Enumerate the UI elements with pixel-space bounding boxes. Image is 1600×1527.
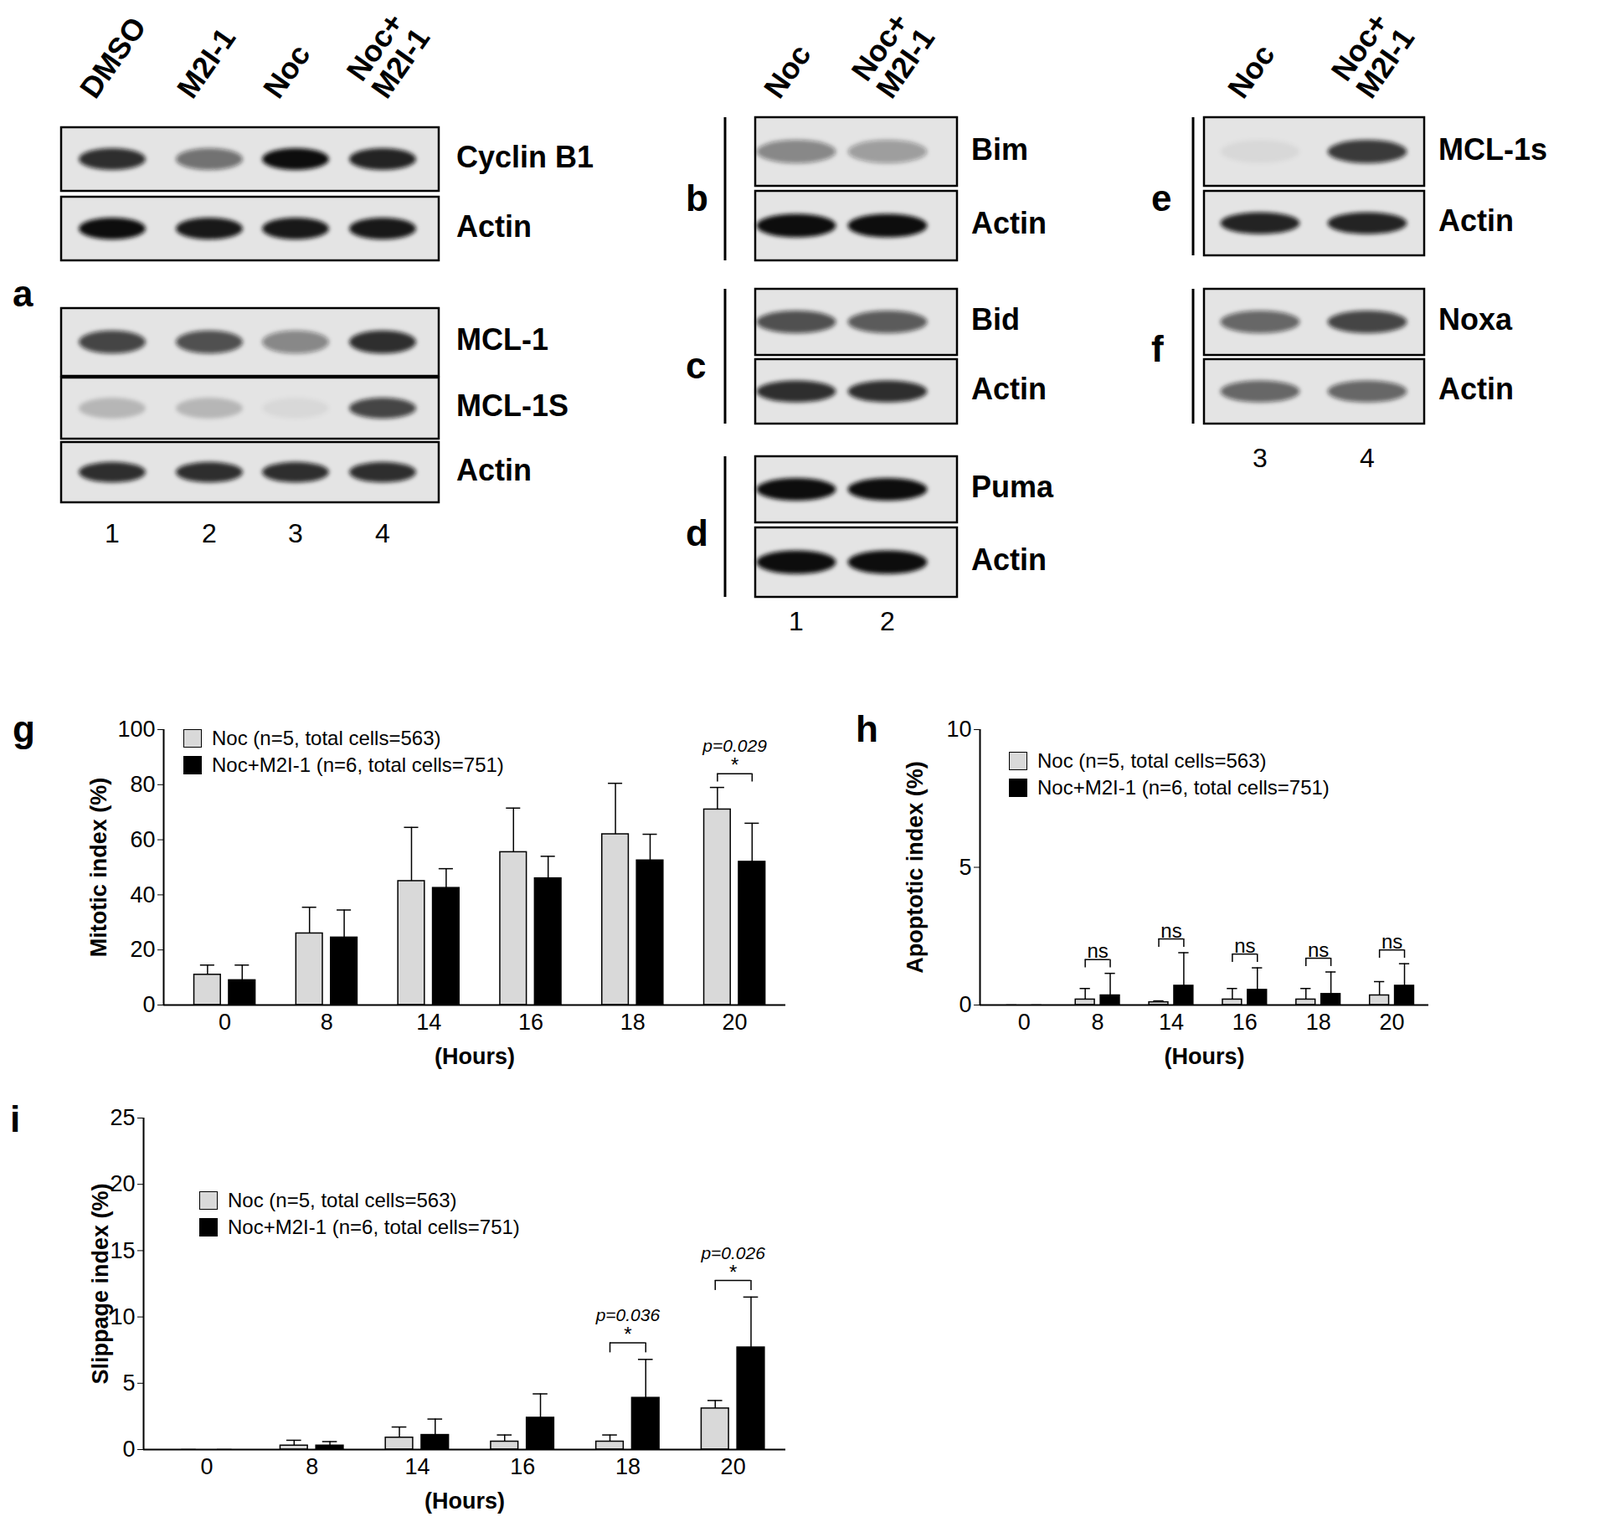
svg-text:Noxa: Noxa	[1438, 302, 1513, 337]
svg-text:0: 0	[142, 992, 155, 1018]
svg-text:*: *	[730, 753, 739, 777]
svg-text:Apoptotic index (%): Apoptotic index (%)	[902, 761, 928, 973]
svg-text:Actin: Actin	[1438, 371, 1514, 407]
svg-text:e: e	[1151, 177, 1172, 219]
svg-text:16: 16	[509, 1454, 536, 1480]
svg-text:a: a	[12, 272, 34, 314]
svg-text:Slippage index (%): Slippage index (%)	[87, 1183, 114, 1384]
svg-text:Noc: Noc	[756, 37, 819, 104]
html-text:h: h	[855, 708, 879, 750]
svg-text:MCL-1s: MCL-1s	[1438, 132, 1548, 167]
svg-text:10: 10	[109, 1304, 135, 1330]
svg-text:4: 4	[1359, 442, 1375, 474]
svg-text:Noc+M2I-1: Noc+M2I-1	[339, 4, 437, 105]
svg-text:b: b	[685, 177, 709, 219]
svg-text:18: 18	[1306, 1009, 1332, 1035]
svg-text:20: 20	[722, 1009, 748, 1035]
svg-text:*: *	[729, 1260, 737, 1284]
svg-text:Actin: Actin	[971, 205, 1047, 241]
svg-text:14: 14	[404, 1454, 430, 1480]
svg-text:p=0.036: p=0.036	[595, 1305, 661, 1325]
svg-text:0: 0	[1018, 1009, 1031, 1035]
svg-text:Actin: Actin	[971, 542, 1047, 577]
svg-text:20: 20	[720, 1454, 746, 1480]
svg-text:Bid: Bid	[971, 302, 1020, 337]
html-text:Noc+M2I-1 (n=6, total cells=75: Noc+M2I-1 (n=6, total cells=751)	[211, 753, 504, 777]
svg-text:DMSO: DMSO	[72, 10, 154, 105]
svg-text:f: f	[1151, 328, 1164, 370]
svg-text:p=0.029: p=0.029	[701, 735, 767, 756]
svg-text:Noc+M2I-1: Noc+M2I-1	[843, 4, 942, 105]
svg-text:10: 10	[946, 716, 972, 742]
svg-text:20: 20	[129, 936, 155, 963]
svg-text:16: 16	[518, 1009, 544, 1035]
svg-text:20: 20	[1379, 1009, 1405, 1035]
svg-text:60: 60	[129, 827, 155, 853]
svg-text:8: 8	[320, 1009, 334, 1035]
html-text:Noc+M2I-1 (n=6, total cells=75: Noc+M2I-1 (n=6, total cells=751)	[227, 1215, 520, 1239]
svg-text:3: 3	[1252, 442, 1268, 474]
svg-text:ns: ns	[1307, 938, 1329, 962]
svg-text:3: 3	[288, 518, 304, 549]
svg-text:25: 25	[109, 1105, 135, 1131]
html-text:Noc (n=5, total cells=563): Noc (n=5, total cells=563)	[1037, 749, 1267, 772]
html-text:i: i	[10, 1098, 21, 1140]
svg-text:Actin: Actin	[456, 452, 532, 488]
html-text:Noc (n=5, total cells=563): Noc (n=5, total cells=563)	[211, 726, 441, 750]
svg-text:1: 1	[788, 606, 804, 637]
svg-text:0: 0	[200, 1454, 213, 1480]
svg-text:14: 14	[416, 1009, 442, 1035]
svg-text:2: 2	[879, 606, 896, 637]
svg-text:MCL-1S: MCL-1S	[456, 388, 569, 423]
svg-text:Noc+M2I-1: Noc+M2I-1	[1323, 4, 1421, 105]
svg-text:Cyclin B1: Cyclin B1	[456, 139, 594, 175]
svg-text:20: 20	[109, 1171, 135, 1197]
svg-text:4: 4	[375, 518, 391, 549]
svg-text:Actin: Actin	[1438, 203, 1514, 238]
svg-text:Noc: Noc	[256, 37, 318, 104]
svg-text:d: d	[685, 512, 709, 554]
svg-text:0: 0	[958, 992, 972, 1018]
svg-text:0: 0	[218, 1009, 232, 1035]
svg-text:16: 16	[1232, 1009, 1258, 1035]
svg-text:18: 18	[620, 1009, 646, 1035]
svg-text:(Hours): (Hours)	[434, 1044, 515, 1070]
svg-text:18: 18	[615, 1454, 641, 1480]
svg-text:Bim: Bim	[971, 132, 1029, 167]
html-text:Noc+M2I-1 (n=6, total cells=75: Noc+M2I-1 (n=6, total cells=751)	[1037, 776, 1330, 799]
svg-text:(Hours): (Hours)	[1164, 1044, 1246, 1070]
svg-text:Mitotic index (%): Mitotic index (%)	[86, 777, 112, 958]
svg-text:Actin: Actin	[456, 209, 532, 244]
svg-text:*: *	[623, 1322, 632, 1346]
svg-text:8: 8	[1091, 1009, 1105, 1035]
svg-text:0: 0	[122, 1436, 135, 1462]
html-text:Noc (n=5, total cells=563): Noc (n=5, total cells=563)	[227, 1188, 457, 1212]
svg-text:Puma: Puma	[971, 469, 1055, 505]
svg-text:ns: ns	[1381, 930, 1403, 953]
svg-text:(Hours): (Hours)	[424, 1488, 505, 1514]
svg-text:ns: ns	[1160, 919, 1182, 942]
svg-text:ns: ns	[1086, 939, 1108, 963]
svg-text:100: 100	[117, 716, 155, 742]
svg-text:15: 15	[109, 1238, 135, 1264]
svg-text:8: 8	[305, 1454, 319, 1480]
svg-text:Actin: Actin	[971, 371, 1047, 407]
svg-text:M2I-1: M2I-1	[169, 21, 242, 105]
svg-text:5: 5	[122, 1370, 135, 1396]
svg-text:2: 2	[201, 518, 217, 549]
svg-text:1: 1	[104, 518, 120, 549]
svg-text:c: c	[685, 344, 706, 386]
svg-text:5: 5	[958, 854, 972, 880]
svg-text:Noc: Noc	[1220, 37, 1282, 104]
svg-text:40: 40	[129, 882, 155, 908]
svg-text:14: 14	[1158, 1009, 1184, 1035]
svg-text:80: 80	[129, 771, 155, 798]
svg-text:p=0.026: p=0.026	[699, 1243, 766, 1263]
html-text:g: g	[12, 708, 36, 750]
svg-text:ns: ns	[1234, 934, 1256, 957]
svg-text:MCL-1: MCL-1	[456, 322, 549, 357]
